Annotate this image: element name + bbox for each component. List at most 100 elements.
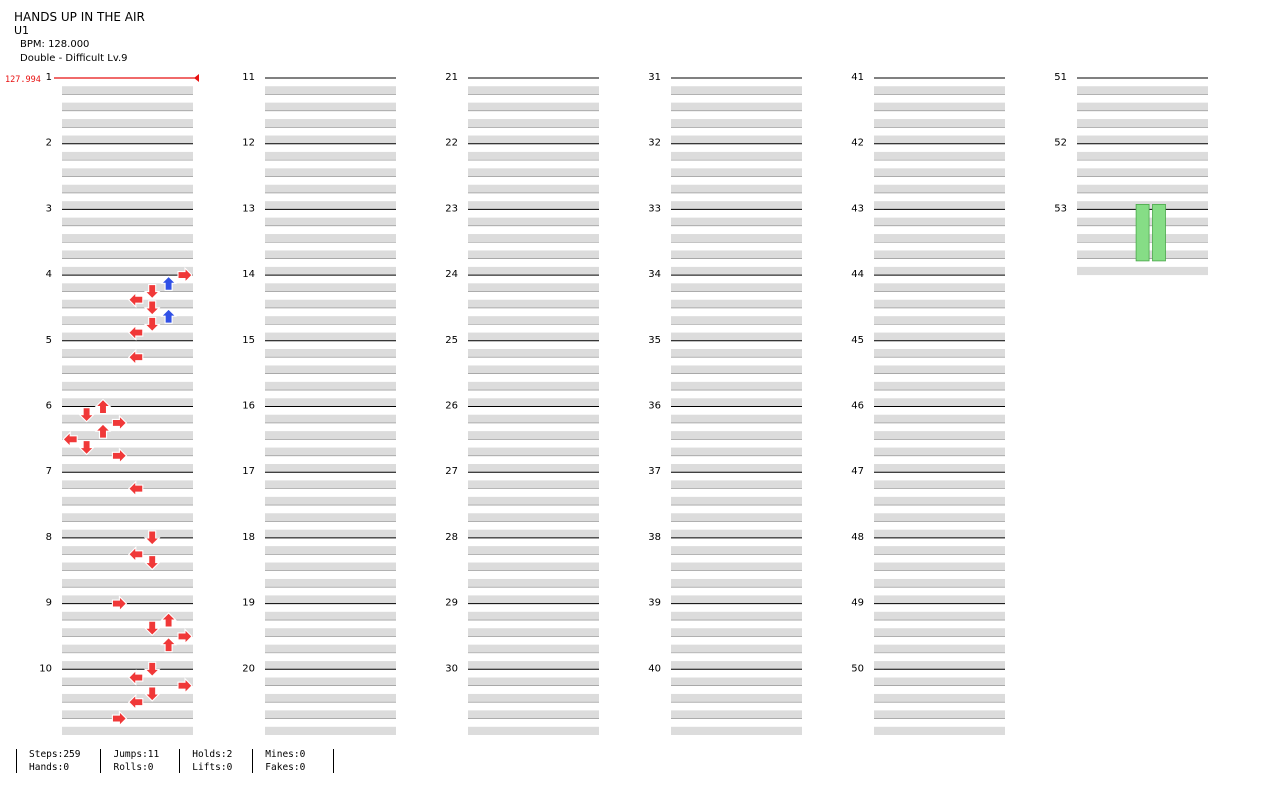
arrow-shape [78,407,95,423]
beat-stripe [62,266,193,276]
beat-stripe [265,151,396,161]
beat-stripe [265,102,396,111]
measure-number: 31 [648,72,661,83]
arrow-shape [160,612,177,628]
measure-number: 12 [242,138,255,149]
beat-stripe [468,661,599,670]
arrow-down [143,283,161,300]
beat-stripe [468,480,599,489]
beat-stripe [874,447,1005,456]
arrow-shape [143,686,161,702]
arrow-shape [128,291,144,309]
beat-stripe [671,151,802,161]
arrow-shape [160,308,177,324]
measure-number: 22 [445,138,458,149]
stats-group-mines: Mines:0 Fakes:0 [252,749,335,773]
measure-number: 19 [242,598,255,609]
arrow-left [128,348,144,366]
arrow-shape [62,431,78,448]
arrow-right [111,710,128,727]
beat-stripe [265,513,396,522]
beat-stripe [265,710,396,719]
beat-stripe [62,661,193,670]
stat-steps: Steps:259 [29,749,81,760]
beat-stripe [874,398,1005,407]
stat-mines: Mines:0 [265,749,306,760]
beat-stripe [874,710,1005,719]
arrow-shape [111,414,128,432]
arrow-right [111,595,128,612]
arrow-down [143,620,161,637]
beat-stripe [671,381,802,391]
arrow-shape [111,447,128,465]
beat-stripe [671,693,802,703]
arrow-shape [143,300,161,316]
arrow-shape [143,620,161,637]
beat-stripe [265,168,396,177]
measure-number: 51 [1054,72,1067,83]
beat-stripe [874,151,1005,161]
beat-stripe [62,611,193,621]
beat-stripe [468,299,599,308]
measure-number: 38 [648,532,661,543]
arrow-right [111,447,128,465]
measure-number: 10 [39,663,52,674]
beat-stripe [62,595,193,604]
beat-stripe [62,102,193,111]
measure: 34 [648,269,802,341]
beat-stripe [671,283,802,292]
stat-lifts: Lifts:0 [192,762,233,773]
beat-stripe [265,414,396,423]
beat-stripe [265,234,396,243]
beat-stripe [468,529,599,538]
measure-number: 9 [46,598,52,609]
beat-stripe [468,414,599,423]
measure-number: 46 [851,401,864,412]
measure-number: 21 [445,72,458,83]
beat-stripe [62,578,193,588]
measure-number: 49 [851,598,864,609]
beat-stripe [265,283,396,292]
beat-stripe [874,119,1005,128]
arrow-right [177,266,193,284]
beat-stripe [468,496,599,506]
beat-stripe [468,611,599,621]
beat-stripe [468,726,599,735]
beat-stripe [671,463,802,473]
beat-stripe [874,595,1005,604]
arrow-left [128,324,144,341]
measure: 53 [1054,203,1208,276]
arrow-shape [160,636,177,653]
beat-stripe [468,102,599,111]
beat-stripe [874,250,1005,259]
beat-stripe [671,480,802,489]
beat-stripe [874,496,1005,506]
arrow-shape [143,554,161,571]
measure: 24 [445,269,599,341]
arrow-down [143,300,161,316]
bpm-change-value: 127.994 [5,75,41,85]
song-subtitle: U1 [14,24,30,37]
beat-stripe [468,135,599,144]
beat-stripe [874,562,1005,571]
beat-stripe [265,496,396,506]
beat-stripe [468,578,599,588]
beat-stripe [671,332,802,341]
song-title: HANDS UP IN THE AIR [14,10,145,24]
measure: 7 [46,466,193,538]
beat-stripe [265,184,396,193]
beat-stripe [62,86,193,95]
arrow-shape [128,693,144,711]
beat-stripe [468,710,599,719]
beat-stripe [1077,86,1208,95]
arrow-left [128,693,144,711]
beat-stripe [62,693,193,703]
beat-stripe [874,693,1005,703]
measure: 42 [851,138,1005,210]
beat-stripe [265,398,396,407]
beat-stripe [671,184,802,193]
measure-number: 43 [851,203,864,214]
measure-number: 15 [242,335,255,346]
measure: 22 [445,138,599,210]
beat-stripe [468,266,599,276]
